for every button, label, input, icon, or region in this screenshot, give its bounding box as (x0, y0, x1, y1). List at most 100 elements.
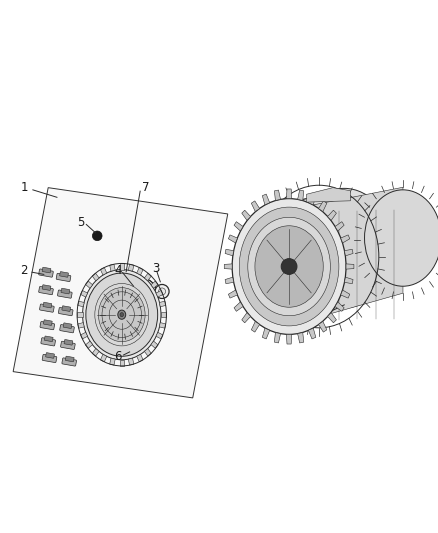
Ellipse shape (232, 199, 346, 334)
Polygon shape (156, 332, 163, 339)
Polygon shape (156, 290, 163, 297)
Ellipse shape (124, 281, 152, 304)
FancyBboxPatch shape (61, 288, 70, 294)
Polygon shape (286, 334, 292, 344)
Polygon shape (335, 222, 344, 231)
Polygon shape (341, 235, 350, 243)
Polygon shape (328, 210, 336, 220)
FancyBboxPatch shape (46, 353, 54, 358)
Polygon shape (110, 264, 115, 271)
Polygon shape (128, 264, 134, 271)
Ellipse shape (119, 277, 157, 309)
Polygon shape (78, 322, 84, 328)
FancyBboxPatch shape (41, 338, 56, 346)
Circle shape (155, 285, 169, 298)
Polygon shape (120, 360, 124, 366)
Polygon shape (159, 301, 166, 307)
Polygon shape (297, 333, 304, 343)
Polygon shape (151, 341, 158, 349)
Polygon shape (308, 328, 316, 339)
Polygon shape (262, 194, 270, 205)
Ellipse shape (255, 226, 323, 307)
Polygon shape (297, 190, 304, 200)
Polygon shape (234, 302, 243, 311)
Polygon shape (225, 249, 234, 256)
Polygon shape (335, 302, 344, 311)
Polygon shape (293, 187, 403, 324)
Polygon shape (100, 354, 107, 362)
Text: 1: 1 (20, 181, 28, 194)
Polygon shape (145, 273, 152, 281)
Polygon shape (344, 249, 353, 256)
Polygon shape (228, 290, 237, 298)
Polygon shape (274, 333, 281, 343)
Polygon shape (81, 332, 88, 339)
Ellipse shape (83, 270, 161, 360)
Circle shape (92, 231, 102, 241)
Polygon shape (137, 354, 143, 362)
Polygon shape (228, 235, 237, 243)
Ellipse shape (364, 190, 438, 286)
FancyBboxPatch shape (57, 290, 72, 298)
Polygon shape (137, 268, 143, 275)
Polygon shape (251, 321, 260, 332)
FancyBboxPatch shape (43, 302, 52, 308)
FancyBboxPatch shape (62, 306, 71, 311)
Polygon shape (225, 277, 234, 284)
Polygon shape (318, 201, 327, 212)
Text: 4: 4 (114, 264, 122, 277)
Ellipse shape (99, 288, 145, 342)
Polygon shape (286, 189, 292, 199)
Circle shape (281, 259, 297, 274)
FancyBboxPatch shape (42, 285, 51, 290)
Polygon shape (85, 341, 93, 349)
FancyBboxPatch shape (39, 286, 53, 295)
Polygon shape (274, 190, 281, 200)
Polygon shape (92, 349, 99, 356)
Polygon shape (242, 313, 251, 323)
Polygon shape (224, 264, 232, 269)
Polygon shape (242, 210, 251, 220)
Ellipse shape (120, 312, 124, 317)
FancyBboxPatch shape (40, 321, 55, 330)
Polygon shape (128, 358, 134, 365)
FancyBboxPatch shape (60, 341, 75, 350)
FancyBboxPatch shape (58, 308, 73, 316)
Polygon shape (161, 312, 166, 317)
FancyBboxPatch shape (56, 273, 71, 281)
Text: 2: 2 (20, 264, 28, 277)
Polygon shape (85, 281, 93, 288)
Polygon shape (100, 268, 107, 275)
Polygon shape (81, 290, 88, 297)
FancyBboxPatch shape (42, 354, 57, 362)
Polygon shape (159, 322, 166, 328)
Text: 6: 6 (114, 350, 122, 363)
FancyBboxPatch shape (62, 358, 77, 366)
Polygon shape (145, 349, 152, 356)
FancyBboxPatch shape (44, 336, 53, 342)
Ellipse shape (86, 273, 158, 356)
Ellipse shape (239, 207, 339, 326)
Ellipse shape (118, 310, 126, 319)
FancyBboxPatch shape (39, 304, 54, 312)
Circle shape (159, 288, 166, 295)
Ellipse shape (248, 217, 330, 316)
FancyBboxPatch shape (39, 269, 53, 277)
Polygon shape (346, 264, 354, 269)
Polygon shape (344, 277, 353, 284)
Polygon shape (13, 188, 228, 398)
Polygon shape (251, 201, 260, 212)
FancyBboxPatch shape (42, 267, 51, 273)
Polygon shape (77, 312, 83, 317)
Polygon shape (308, 194, 316, 205)
Polygon shape (318, 321, 327, 332)
Polygon shape (262, 328, 270, 339)
FancyBboxPatch shape (60, 272, 68, 277)
Polygon shape (120, 263, 124, 270)
Polygon shape (110, 358, 115, 365)
Text: 7: 7 (142, 181, 150, 194)
Polygon shape (151, 281, 158, 288)
Polygon shape (328, 313, 336, 323)
Polygon shape (78, 301, 84, 307)
FancyBboxPatch shape (60, 325, 74, 333)
